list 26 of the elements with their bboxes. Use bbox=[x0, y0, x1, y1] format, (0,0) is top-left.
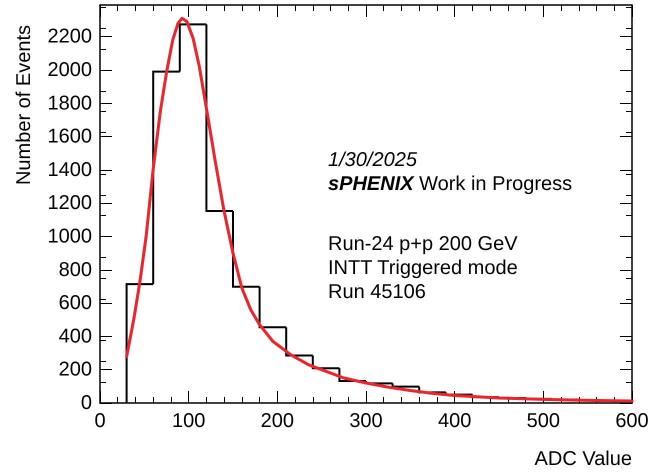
x-tick-label: 600 bbox=[615, 410, 649, 432]
annotation: Run 45106 bbox=[328, 281, 426, 303]
y-tick-label: 1800 bbox=[48, 92, 92, 114]
y-tick-label: 1200 bbox=[48, 192, 92, 214]
y-tick-label: 2200 bbox=[48, 26, 92, 48]
x-tick-label: 200 bbox=[260, 410, 294, 432]
x-tick-label: 500 bbox=[526, 410, 560, 432]
y-tick-label: 1000 bbox=[48, 225, 92, 248]
y-tick-label: 1400 bbox=[48, 158, 92, 181]
y-tick-label: 2000 bbox=[48, 58, 92, 81]
y-tick-label: 0 bbox=[80, 392, 92, 414]
y-axis-title: Number of Events bbox=[13, 24, 35, 186]
x-tick-label: 0 bbox=[94, 410, 106, 432]
y-tick-label: 800 bbox=[58, 258, 92, 281]
x-tick-label: 300 bbox=[349, 410, 383, 432]
y-tick-label: 600 bbox=[58, 292, 92, 314]
x-axis-title: ADC Value bbox=[534, 448, 632, 470]
annotation: INTT Triggered mode bbox=[328, 257, 518, 279]
x-tick-label: 400 bbox=[438, 410, 472, 432]
y-tick-label: 1600 bbox=[48, 126, 92, 148]
annotation: sPHENIX Work in Progress bbox=[328, 173, 572, 195]
annotation: Run-24 p+p 200 GeV bbox=[328, 233, 518, 255]
annotation: 1/30/2025 bbox=[328, 149, 418, 171]
y-tick-label: 400 bbox=[58, 325, 92, 348]
y-tick-label: 200 bbox=[58, 358, 92, 381]
x-tick-label: 100 bbox=[172, 410, 206, 432]
